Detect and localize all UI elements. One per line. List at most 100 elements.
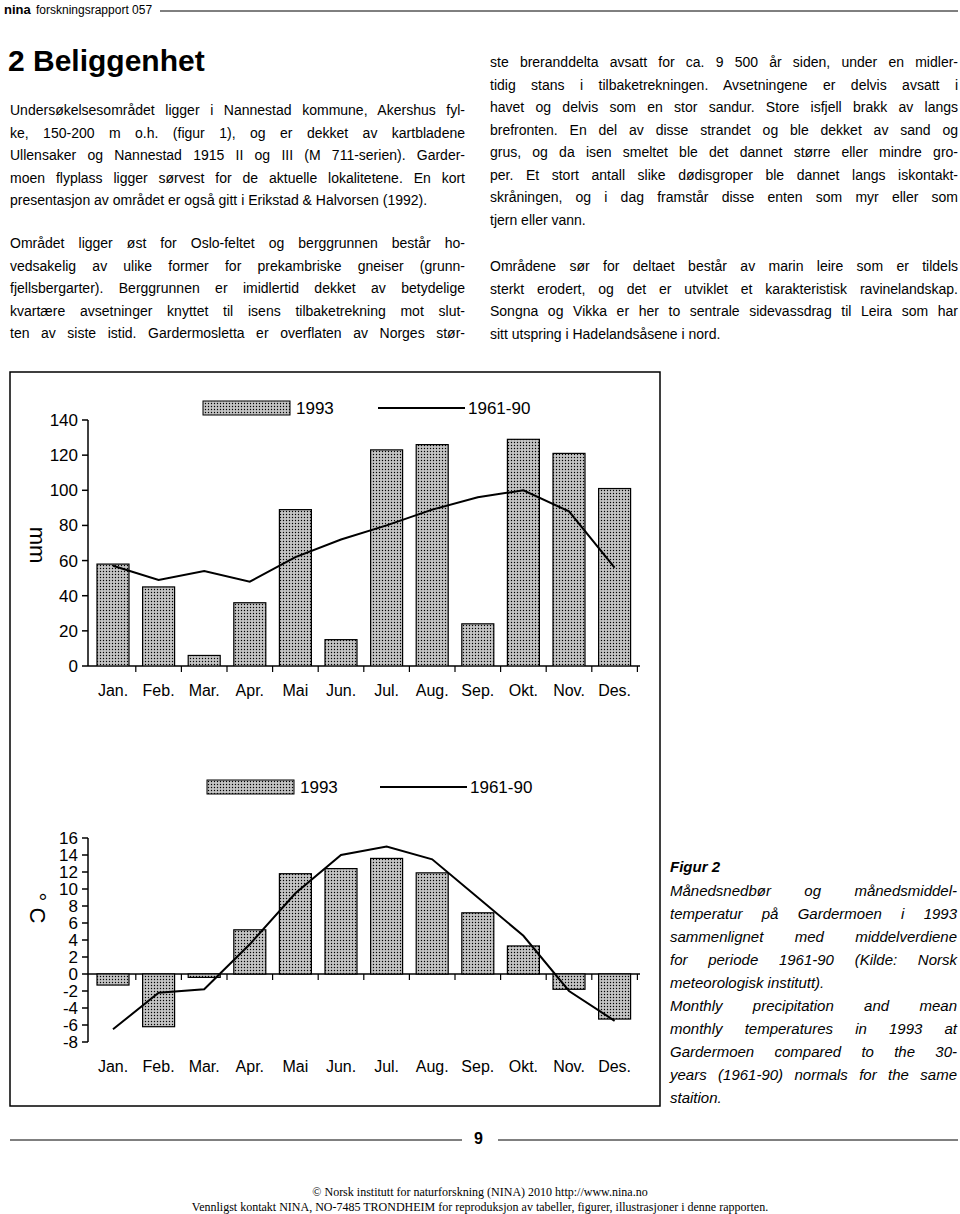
- text-line: ste breranddelta avsatt for ca. 9 500 år…: [490, 53, 958, 71]
- x-tick-label: Jun.: [326, 682, 356, 699]
- y-tick: [82, 490, 88, 492]
- y-tick: [82, 990, 88, 992]
- x-tick: [226, 666, 227, 672]
- x-tick: [591, 666, 592, 672]
- text-line: sitt utspring i Hadelandsåsene i nord.: [490, 325, 958, 343]
- x-tick-label: Sep.: [461, 1058, 494, 1075]
- text-line: Songna og Vikka er her to sentrale sidev…: [490, 302, 958, 320]
- caption-line: sammenlignet med middelverdiene: [670, 928, 957, 946]
- x-tick-label: Okt.: [509, 682, 538, 699]
- x-tick: [409, 666, 410, 672]
- x-tick-label: Jul.: [374, 682, 399, 699]
- x-tick: [272, 666, 273, 672]
- x-tick-label: Feb.: [143, 682, 175, 699]
- legend-swatch: [207, 780, 294, 794]
- caption-line: years (1961-90) normals for the same: [670, 1066, 957, 1084]
- bar: [462, 624, 494, 666]
- x-tick-label: Jan.: [98, 1058, 128, 1075]
- x-tick-label: Sep.: [461, 682, 494, 699]
- bar: [599, 974, 631, 1019]
- x-tick: [637, 974, 638, 980]
- x-tick-label: Mar.: [189, 1058, 220, 1075]
- text-line: kvartære avsetninger knyttet til isens t…: [10, 302, 465, 320]
- y-tick: [82, 630, 88, 632]
- header-brand: nina: [4, 2, 31, 17]
- bar: [97, 974, 129, 985]
- x-tick-label: Apr.: [236, 682, 264, 699]
- y-tick-label: 0: [69, 657, 78, 676]
- bar: [325, 869, 357, 974]
- y-tick: [82, 1024, 88, 1026]
- x-tick-label: Feb.: [143, 1058, 175, 1075]
- x-tick-label: Jul.: [374, 1058, 399, 1075]
- x-tick-label: Aug.: [416, 682, 449, 699]
- text-line: presentasjon av området er også gitt i E…: [10, 191, 465, 209]
- text-line: tidig stans i tilbaketrekningen. Avsetni…: [490, 76, 958, 94]
- y-tick: [82, 560, 88, 562]
- x-tick-label: Jun.: [326, 1058, 356, 1075]
- x-tick-label: Jan.: [98, 682, 128, 699]
- y-tick-label: -2: [63, 982, 78, 1001]
- y-tick: [82, 905, 88, 907]
- footer-line: © Norsk institutt for naturforskning (NI…: [0, 1185, 960, 1200]
- x-tick: [454, 974, 455, 980]
- plot-marks: [97, 847, 631, 1030]
- y-tick: [82, 837, 88, 839]
- y-tick-label: 10: [59, 880, 78, 899]
- footer-line: Vennligst kontakt NINA, NO-7485 TRONDHEI…: [0, 1200, 960, 1214]
- y-tick-label: -6: [63, 1016, 78, 1035]
- header-rule: [160, 11, 958, 12]
- y-tick-label: 60: [59, 552, 78, 571]
- y-tick-label: 16: [59, 829, 78, 848]
- x-tick: [318, 974, 319, 980]
- y-tick-label: -4: [63, 999, 78, 1018]
- bar: [234, 603, 266, 666]
- x-tick: [500, 974, 501, 980]
- legend-label: 1961-90: [468, 399, 530, 418]
- y-tick-label: 120: [50, 446, 78, 465]
- x-tick-label: Nov.: [553, 682, 585, 699]
- page-number: 9: [474, 1130, 483, 1148]
- x-tick: [318, 666, 319, 672]
- x-tick-label: Okt.: [509, 1058, 538, 1075]
- y-axis-label: ° C: [25, 893, 50, 924]
- caption-line: temperatur på Gardermoen i 1993: [670, 905, 957, 923]
- y-tick-label: 80: [59, 516, 78, 535]
- bar: [188, 655, 220, 666]
- bar: [97, 564, 129, 666]
- line: [113, 490, 615, 581]
- bar: [507, 946, 539, 974]
- y-tick-label: 100: [50, 481, 78, 500]
- chart: 020406080100120140mmJan.Feb.Mar.Apr.MaiJ…: [25, 399, 640, 699]
- y-axis: [87, 420, 89, 666]
- y-tick: [82, 939, 88, 941]
- title: 2 Beliggenhet: [8, 44, 205, 78]
- legend-label: 1993: [300, 778, 338, 797]
- x-tick: [181, 666, 182, 672]
- y-tick-label: 20: [59, 622, 78, 641]
- bar: [325, 640, 357, 666]
- plot-marks: [97, 439, 631, 666]
- line: [113, 847, 615, 1030]
- bar: [371, 450, 403, 666]
- text-line: ten av siste istid. Gardermosletta er ov…: [10, 324, 465, 342]
- y-tick-label: 8: [69, 897, 78, 916]
- x-axis: [88, 665, 640, 667]
- caption-label: Figur 2: [670, 858, 720, 876]
- bar: [371, 858, 403, 974]
- bar: [279, 874, 311, 974]
- header-text: forskningsrapport 057: [36, 3, 152, 17]
- legend-swatch: [380, 786, 467, 788]
- x-tick: [135, 666, 136, 672]
- x-tick: [546, 974, 547, 980]
- y-tick: [82, 419, 88, 421]
- bar: [507, 439, 539, 666]
- y-tick: [82, 888, 88, 890]
- y-tick-label: 4: [69, 931, 78, 950]
- text-line: sterkt erodert, og det er utviklet et ka…: [490, 280, 958, 298]
- y-tick-label: 12: [59, 863, 78, 882]
- x-tick-label: Mar.: [189, 682, 220, 699]
- caption-line: staition.: [670, 1089, 957, 1107]
- y-axis: [87, 838, 89, 1042]
- caption-line: meteorologisk institutt).: [670, 974, 957, 992]
